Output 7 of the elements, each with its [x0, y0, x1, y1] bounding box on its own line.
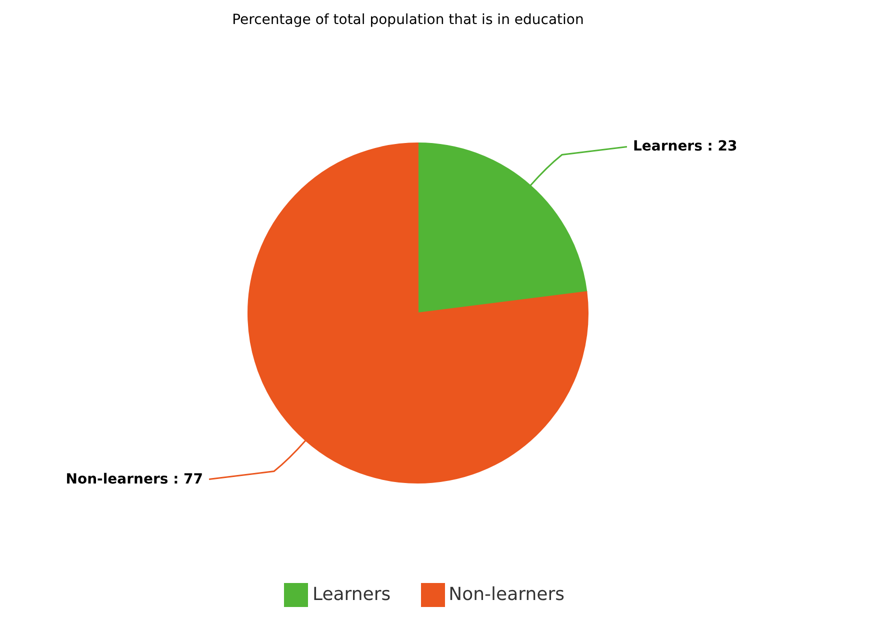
legend-label: Learners	[312, 584, 391, 605]
data-label: Non-learners : 77	[66, 471, 204, 488]
legend-label: Non-learners	[448, 584, 564, 605]
chart-title: Percentage of total population that is in education	[231, 12, 585, 28]
data-label: Learners : 23	[632, 138, 738, 155]
pie-slice	[248, 142, 588, 484]
pie-slice	[418, 142, 588, 314]
